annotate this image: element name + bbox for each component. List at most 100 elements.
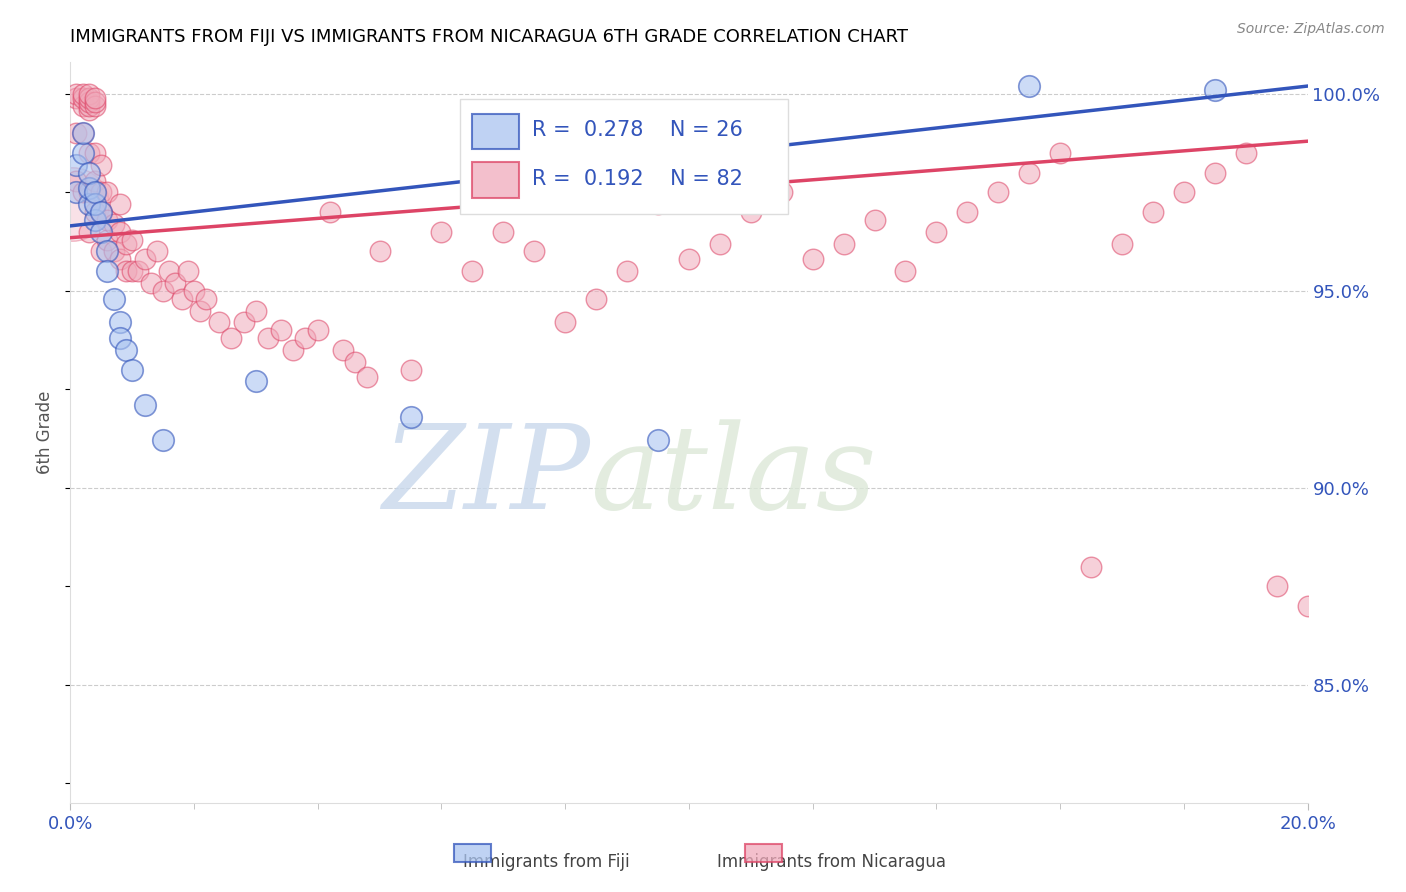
Point <box>134 252 156 267</box>
Point <box>90 225 112 239</box>
Point <box>294 331 316 345</box>
Point <box>77 103 100 117</box>
Point <box>84 173 107 187</box>
Point <box>554 315 576 329</box>
Point <box>84 205 107 219</box>
Point <box>492 225 515 239</box>
Text: atlas: atlas <box>591 419 876 534</box>
Point <box>219 331 242 345</box>
Point <box>84 197 107 211</box>
Point <box>956 205 979 219</box>
Point <box>270 323 292 337</box>
Point <box>72 126 94 140</box>
Point <box>65 87 87 101</box>
Point <box>1080 559 1102 574</box>
Point <box>65 91 87 105</box>
Point <box>72 91 94 105</box>
Point <box>356 370 378 384</box>
Point <box>332 343 354 357</box>
FancyBboxPatch shape <box>745 844 782 862</box>
Point <box>72 87 94 101</box>
FancyBboxPatch shape <box>472 113 519 149</box>
Point <box>103 292 125 306</box>
Point <box>72 126 94 140</box>
Point <box>103 244 125 259</box>
Point <box>90 205 112 219</box>
Point <box>77 186 100 200</box>
Point <box>134 398 156 412</box>
Point <box>1204 166 1226 180</box>
Point <box>108 225 131 239</box>
Point <box>678 252 700 267</box>
Point <box>84 186 107 200</box>
Point <box>616 264 638 278</box>
Point <box>77 181 100 195</box>
Point <box>399 409 422 424</box>
Point <box>208 315 231 329</box>
Point <box>146 244 169 259</box>
Point <box>1049 146 1071 161</box>
Point <box>77 197 100 211</box>
Point <box>709 236 731 251</box>
Point <box>139 276 162 290</box>
Point <box>72 146 94 161</box>
Point <box>740 205 762 219</box>
Point <box>1173 186 1195 200</box>
Point <box>115 236 138 251</box>
Text: ZIP: ZIP <box>382 419 591 534</box>
Point <box>77 87 100 101</box>
Point <box>647 197 669 211</box>
Point <box>60 197 83 211</box>
Point <box>1234 146 1257 161</box>
Point <box>84 99 107 113</box>
Point <box>77 225 100 239</box>
Point <box>281 343 304 357</box>
Point <box>108 331 131 345</box>
Text: Source: ZipAtlas.com: Source: ZipAtlas.com <box>1237 22 1385 37</box>
Point <box>77 146 100 161</box>
Text: Immigrants from Fiji: Immigrants from Fiji <box>464 853 630 871</box>
Point <box>461 264 484 278</box>
Point <box>188 303 211 318</box>
FancyBboxPatch shape <box>454 844 491 862</box>
Point <box>257 331 280 345</box>
Point <box>90 244 112 259</box>
Point <box>801 252 824 267</box>
Point <box>84 213 107 227</box>
Point <box>77 99 100 113</box>
Point <box>72 186 94 200</box>
Point <box>170 292 193 306</box>
Point <box>115 343 138 357</box>
Point <box>195 292 218 306</box>
Point <box>108 315 131 329</box>
Point <box>65 158 87 172</box>
Point <box>108 252 131 267</box>
Point <box>245 375 267 389</box>
Point <box>319 205 342 219</box>
Point <box>77 95 100 109</box>
Point <box>72 99 94 113</box>
Point <box>165 276 187 290</box>
Point <box>647 434 669 448</box>
Point <box>585 292 607 306</box>
Text: R =  0.278    N = 26: R = 0.278 N = 26 <box>531 120 742 140</box>
Point <box>77 166 100 180</box>
Point <box>77 91 100 105</box>
Point <box>84 95 107 109</box>
Point <box>1296 599 1319 613</box>
Point <box>127 264 149 278</box>
Point <box>832 236 855 251</box>
Point <box>863 213 886 227</box>
Point <box>65 126 87 140</box>
Point <box>96 233 118 247</box>
Point <box>399 362 422 376</box>
Point <box>115 264 138 278</box>
Point <box>1018 78 1040 93</box>
Point <box>121 233 143 247</box>
Point <box>157 264 180 278</box>
Point <box>65 173 87 187</box>
Point <box>1265 579 1288 593</box>
Point <box>84 91 107 105</box>
Point <box>65 186 87 200</box>
Point <box>1111 236 1133 251</box>
